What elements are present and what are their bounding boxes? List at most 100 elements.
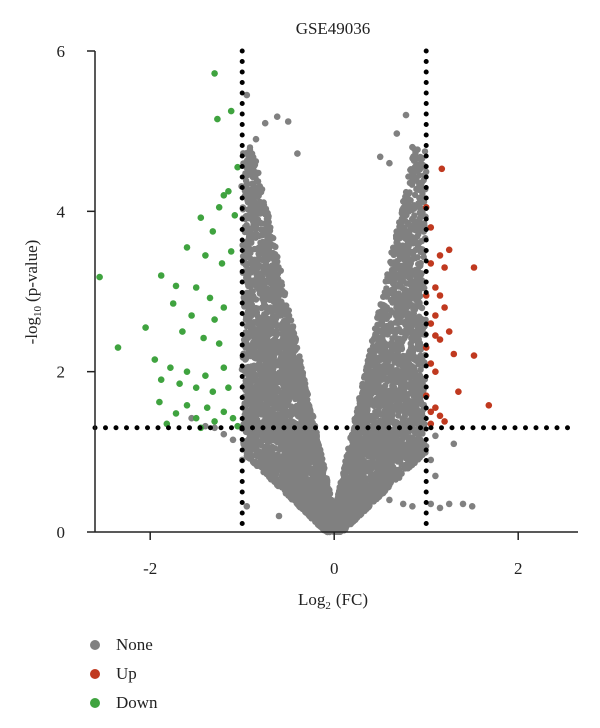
none-cloud-point: [260, 199, 267, 206]
none-cloud-point: [254, 200, 261, 207]
none-cloud-point: [249, 348, 256, 356]
none-cloud-point: [392, 467, 399, 474]
none-cloud-point: [298, 483, 305, 490]
none-cloud-point: [298, 475, 305, 482]
none-cloud-point: [244, 314, 251, 321]
none-cloud-point: [263, 309, 271, 316]
none-cloud-point: [378, 420, 385, 427]
none-cloud-point: [250, 412, 257, 419]
none-cloud-point: [246, 321, 253, 328]
none-cloud-point: [412, 329, 419, 336]
none-cloud-point: [415, 291, 422, 298]
none-cloud-point: [401, 384, 409, 392]
none-cloud-point: [421, 148, 429, 155]
none-cloud-point: [397, 220, 405, 227]
none-cloud-point: [360, 381, 368, 388]
none-cloud-point: [375, 474, 382, 481]
none-cloud-point: [258, 304, 265, 312]
none-cloud-point: [250, 278, 257, 285]
none-cloud-point: [255, 399, 262, 406]
none-cloud-point: [254, 453, 261, 460]
none-cloud-point: [417, 318, 424, 325]
none-cloud-point: [273, 328, 280, 335]
none-cloud-point: [261, 226, 268, 234]
none-cloud-point: [356, 410, 363, 417]
none-cloud-point: [241, 400, 248, 407]
none-cloud-point: [417, 417, 424, 424]
none-cloud-point: [387, 444, 394, 451]
none-cloud-point: [375, 347, 382, 354]
none-cloud-point: [355, 495, 362, 503]
none-cloud-point: [296, 373, 303, 381]
none-cloud-point: [256, 290, 264, 297]
none-cloud-point: [370, 348, 377, 355]
none-cloud-point: [373, 438, 381, 446]
none-cloud-point: [392, 300, 400, 307]
none-cloud-point: [377, 479, 384, 486]
none-cloud-point: [301, 378, 308, 385]
background-point-cloud: [238, 144, 430, 536]
none-cloud-point: [242, 408, 249, 415]
none-cloud-point: [262, 414, 270, 421]
none-cloud-point: [373, 412, 380, 419]
none-cloud-point: [336, 516, 343, 523]
none-cloud-point: [402, 420, 409, 428]
none-cloud-point: [347, 459, 354, 466]
none-cloud-point: [323, 481, 331, 488]
none-cloud-point: [403, 287, 411, 294]
none-cloud-point: [244, 180, 251, 188]
none-cloud-point: [381, 369, 388, 377]
none-cloud-point: [397, 282, 404, 289]
none-cloud-point: [417, 429, 424, 436]
none-cloud-point: [245, 165, 253, 172]
none-cloud-point: [407, 325, 415, 333]
none-cloud-point: [409, 372, 416, 379]
none-cloud-point: [397, 443, 404, 451]
none-cloud-point: [373, 325, 380, 333]
none-cloud-point: [369, 383, 376, 390]
none-cloud-point: [260, 339, 267, 346]
none-cloud-point: [341, 508, 349, 515]
none-cloud-point: [377, 301, 384, 308]
none-cloud-point: [400, 294, 408, 301]
none-cloud-point: [252, 296, 260, 303]
none-cloud-point: [410, 451, 417, 458]
none-cloud-point: [315, 460, 322, 467]
none-cloud-point: [264, 254, 271, 262]
none-cloud-point: [277, 389, 285, 397]
none-cloud-point: [398, 449, 406, 456]
none-cloud-point: [417, 399, 425, 406]
none-cloud-point: [375, 357, 382, 364]
none-cloud-point: [347, 500, 354, 507]
none-cloud-point: [356, 439, 363, 447]
none-cloud-point: [377, 402, 384, 409]
none-cloud-point: [415, 231, 422, 238]
none-cloud-point: [388, 309, 395, 316]
none-cloud-point: [240, 294, 248, 302]
none-cloud-point: [284, 467, 291, 475]
none-cloud-point: [378, 364, 385, 371]
none-cloud-point: [336, 523, 343, 531]
none-cloud-point: [405, 243, 412, 250]
none-cloud-point: [308, 436, 315, 443]
none-cloud-point: [251, 305, 258, 313]
none-cloud-point: [388, 459, 396, 466]
none-cloud-point: [415, 200, 422, 207]
none-cloud-point: [322, 476, 329, 483]
none-cloud-point: [290, 469, 297, 476]
none-cloud-point: [283, 353, 291, 361]
none-cloud-point: [246, 207, 253, 214]
none-cloud-point: [307, 500, 314, 507]
none-cloud-point: [353, 416, 360, 424]
none-cloud-point: [245, 150, 252, 157]
none-cloud-point: [288, 453, 295, 460]
none-cloud-point: [403, 211, 410, 219]
none-cloud-point: [258, 442, 265, 449]
none-cloud-point: [404, 441, 412, 449]
none-cloud-point: [244, 260, 251, 268]
none-cloud-point: [390, 370, 398, 378]
none-cloud-point: [276, 340, 284, 348]
none-cloud-point: [257, 219, 264, 227]
none-cloud-point: [248, 239, 255, 246]
none-cloud-point: [258, 391, 265, 398]
